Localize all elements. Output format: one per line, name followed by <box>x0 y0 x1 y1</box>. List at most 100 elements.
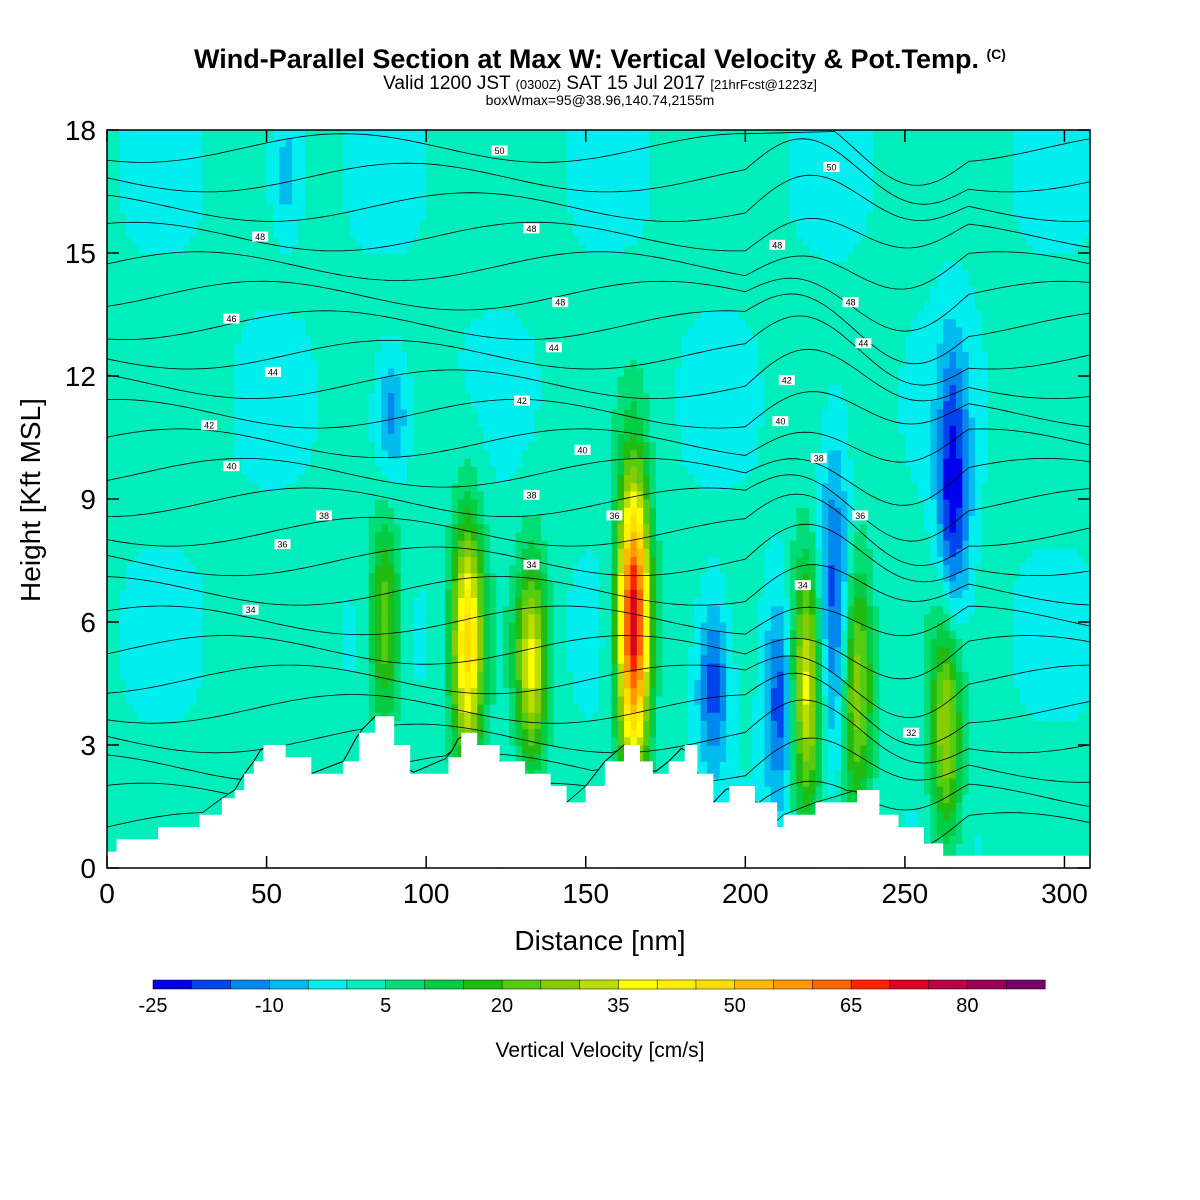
velocity-cell <box>138 507 146 516</box>
velocity-cell <box>438 736 446 746</box>
velocity-cell <box>285 704 293 713</box>
velocity-cell <box>343 531 351 541</box>
velocity-cell <box>126 818 134 828</box>
velocity-cell <box>145 244 153 254</box>
velocity-cell <box>375 318 383 328</box>
velocity-cell <box>458 499 466 508</box>
velocity-cell <box>138 523 146 533</box>
velocity-cell <box>387 507 395 516</box>
velocity-cell <box>368 326 376 336</box>
velocity-cell <box>253 285 261 295</box>
velocity-cell <box>177 622 185 631</box>
velocity-cell <box>317 392 325 402</box>
velocity-cell <box>324 474 332 484</box>
velocity-cell <box>266 195 274 205</box>
velocity-cell <box>317 597 325 607</box>
velocity-cell <box>113 663 121 672</box>
velocity-cell <box>400 433 408 443</box>
velocity-cell <box>292 433 300 443</box>
velocity-cell <box>375 154 383 164</box>
velocity-cell <box>317 359 325 369</box>
velocity-cell <box>292 425 300 434</box>
velocity-cell <box>247 179 255 188</box>
velocity-cell <box>221 154 229 164</box>
velocity-cell <box>292 253 300 262</box>
velocity-cell <box>368 154 376 164</box>
velocity-cell <box>241 712 249 721</box>
velocity-cell <box>126 515 134 525</box>
velocity-cell <box>387 417 395 426</box>
velocity-cell <box>119 261 127 270</box>
velocity-cell <box>183 499 191 508</box>
velocity-cell <box>253 302 261 311</box>
velocity-cell <box>228 425 236 434</box>
velocity-cell <box>304 261 312 270</box>
velocity-cell <box>234 449 242 459</box>
velocity-cell <box>445 294 453 303</box>
velocity-cell <box>119 720 127 730</box>
velocity-cell <box>298 253 306 262</box>
velocity-cell <box>164 736 172 746</box>
velocity-cell <box>209 384 217 393</box>
velocity-cell <box>349 499 357 508</box>
velocity-cell <box>170 408 178 418</box>
velocity-cell <box>272 548 280 557</box>
velocity-cell <box>355 171 363 180</box>
velocity-cell <box>164 581 172 590</box>
velocity-cell <box>349 679 357 689</box>
velocity-cell <box>158 302 166 311</box>
velocity-cell <box>183 531 191 541</box>
velocity-cell <box>432 236 440 246</box>
velocity-cell <box>221 769 229 779</box>
velocity-cell <box>158 392 166 402</box>
velocity-cell <box>311 335 319 344</box>
velocity-cell <box>183 753 191 762</box>
velocity-cell <box>247 622 255 631</box>
velocity-cell <box>151 548 159 557</box>
velocity-cell <box>215 130 223 139</box>
velocity-cell <box>438 671 446 680</box>
velocity-cell <box>445 449 453 459</box>
velocity-cell <box>215 572 223 582</box>
velocity-cell <box>400 302 408 311</box>
velocity-cell <box>126 704 134 713</box>
velocity-cell <box>451 384 459 393</box>
velocity-cell <box>272 458 280 467</box>
velocity-cell <box>330 146 338 156</box>
velocity-cell <box>304 162 312 172</box>
velocity-cell <box>292 244 300 254</box>
velocity-cell <box>253 597 261 607</box>
velocity-cell <box>221 359 229 369</box>
velocity-cell <box>138 769 146 779</box>
velocity-cell <box>189 499 197 508</box>
velocity-cell <box>183 277 191 287</box>
velocity-cell <box>119 745 127 754</box>
velocity-cell <box>164 195 172 205</box>
velocity-cell <box>279 302 287 311</box>
velocity-cell <box>196 236 204 246</box>
velocity-cell <box>324 146 332 156</box>
velocity-cell <box>170 212 178 221</box>
velocity-cell <box>119 564 127 574</box>
velocity-cell <box>234 769 242 779</box>
velocity-cell <box>266 244 274 254</box>
velocity-cell <box>177 138 185 147</box>
velocity-cell <box>407 335 414 344</box>
velocity-cell <box>247 704 255 713</box>
velocity-cell <box>260 146 268 156</box>
velocity-cell <box>426 417 434 426</box>
velocity-cell <box>451 171 459 180</box>
velocity-cell <box>221 285 229 295</box>
velocity-cell <box>279 663 287 672</box>
velocity-cell <box>438 523 446 533</box>
velocity-cell <box>234 269 242 279</box>
velocity-cell <box>189 720 197 730</box>
velocity-cell <box>400 417 408 426</box>
velocity-cell <box>330 646 338 656</box>
velocity-cell <box>119 507 127 516</box>
velocity-cell <box>183 540 191 549</box>
velocity-cell <box>413 490 421 500</box>
velocity-cell <box>336 646 344 656</box>
velocity-cell <box>113 507 121 516</box>
velocity-cell <box>349 720 357 730</box>
